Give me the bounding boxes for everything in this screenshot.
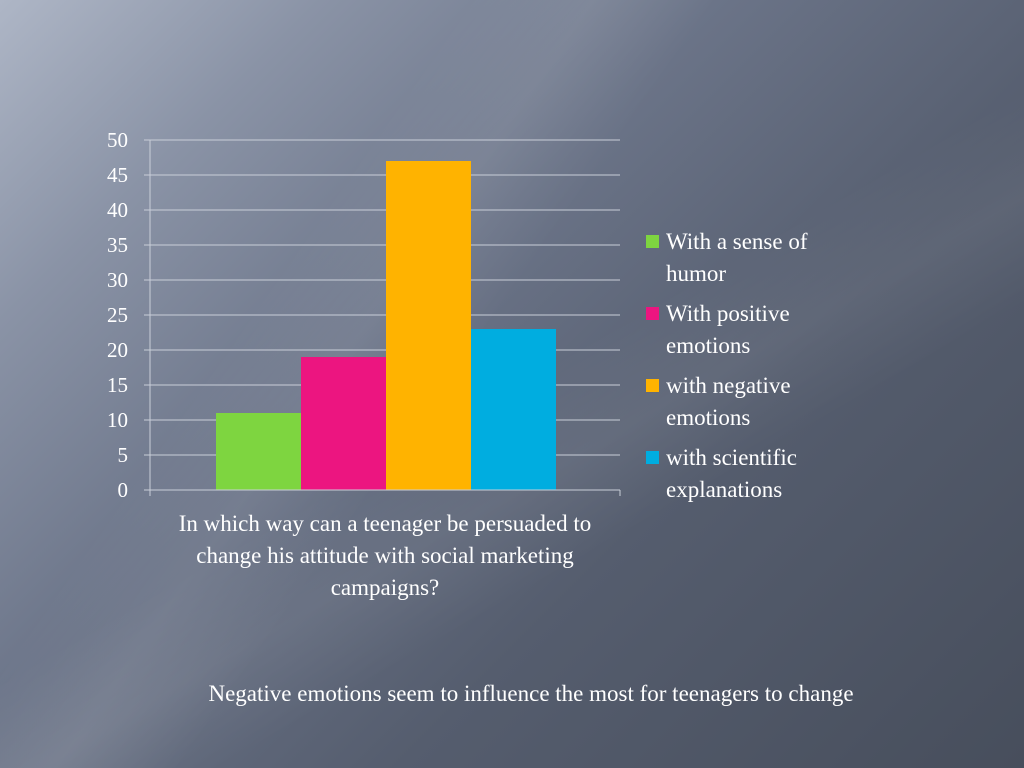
axes [149,140,621,496]
legend-swatch [646,451,659,464]
y-tick-label: 45 [107,163,128,187]
legend: With a sense of humor With positive emoti… [646,226,856,514]
y-tick-label: 20 [107,338,128,362]
legend-item: with negative emotions [646,370,856,434]
bar-3 [386,161,471,490]
y-tick-label: 0 [118,478,129,502]
y-tick-label: 15 [107,373,128,397]
y-axis-ticks: 0 5 10 15 20 25 30 35 40 45 50 [107,128,150,502]
legend-swatch [646,235,659,248]
y-tick-label: 50 [107,128,128,152]
bar-4 [471,329,556,490]
y-tick-label: 10 [107,408,128,432]
y-tick-label: 25 [107,303,128,327]
legend-swatch [646,379,659,392]
bars [216,161,556,490]
y-tick-label: 40 [107,198,128,222]
legend-label: With a sense of humor [666,229,808,286]
x-axis-category-label: In which way can a teenager be persuaded… [178,511,592,600]
legend-swatch [646,307,659,320]
bar-1 [216,413,301,490]
legend-label: with scientific explanations [666,445,797,502]
legend-item: With positive emotions [646,298,856,362]
legend-label: With positive emotions [666,301,790,358]
y-tick-label: 35 [107,233,128,257]
slide-caption: Negative emotions seem to influence the … [208,681,854,706]
legend-item: with scientific explanations [646,442,856,506]
legend-item: With a sense of humor [646,226,856,290]
legend-label: with negative emotions [666,373,791,430]
y-tick-label: 30 [107,268,128,292]
y-tick-label: 5 [118,443,129,467]
bar-2 [301,357,386,490]
